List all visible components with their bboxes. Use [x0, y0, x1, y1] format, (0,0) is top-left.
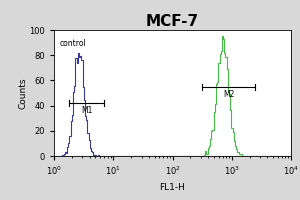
- Text: M1: M1: [81, 106, 92, 115]
- Title: MCF-7: MCF-7: [146, 14, 199, 29]
- Y-axis label: Counts: Counts: [19, 77, 28, 109]
- X-axis label: FL1-H: FL1-H: [160, 183, 185, 192]
- Text: control: control: [60, 39, 86, 48]
- Text: M2: M2: [223, 90, 235, 99]
